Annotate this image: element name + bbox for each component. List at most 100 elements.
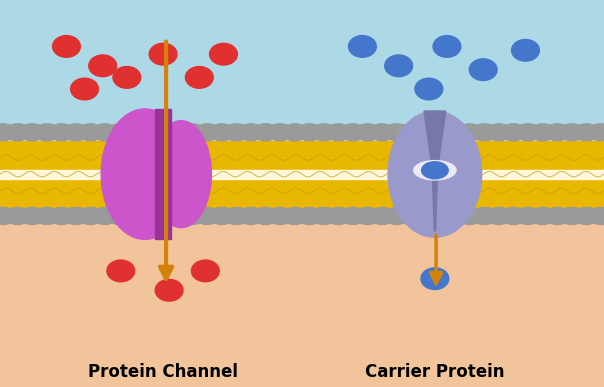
Circle shape [165,124,191,141]
Circle shape [486,207,512,224]
Circle shape [500,124,527,141]
Ellipse shape [71,78,98,100]
Circle shape [267,207,294,224]
Circle shape [588,207,604,224]
Circle shape [281,207,308,224]
Ellipse shape [89,55,117,77]
Ellipse shape [53,36,80,57]
Circle shape [413,124,439,141]
Circle shape [457,207,483,224]
Circle shape [63,207,89,224]
Circle shape [194,207,220,224]
Circle shape [515,124,541,141]
Circle shape [486,124,512,141]
Circle shape [544,207,571,224]
Circle shape [471,124,498,141]
Circle shape [427,124,454,141]
Circle shape [340,207,367,224]
Ellipse shape [210,43,237,65]
Circle shape [92,124,118,141]
Circle shape [529,207,556,224]
Ellipse shape [415,78,443,100]
Ellipse shape [349,36,376,57]
Circle shape [77,207,104,224]
Circle shape [325,124,352,141]
Circle shape [135,124,162,141]
Circle shape [369,207,396,224]
Circle shape [529,124,556,141]
Circle shape [296,124,323,141]
Circle shape [208,124,235,141]
Ellipse shape [185,67,213,88]
Circle shape [340,124,367,141]
Circle shape [442,124,469,141]
Text: Carrier Protein: Carrier Protein [365,363,504,380]
Circle shape [208,207,235,224]
Ellipse shape [101,109,188,239]
Circle shape [457,124,483,141]
Circle shape [471,207,498,224]
Ellipse shape [151,121,211,228]
Circle shape [355,124,381,141]
Circle shape [77,124,104,141]
Ellipse shape [421,268,449,289]
Circle shape [369,124,396,141]
Circle shape [252,124,279,141]
Circle shape [559,207,585,224]
Circle shape [237,124,264,141]
Circle shape [355,207,381,224]
Ellipse shape [113,67,141,88]
Circle shape [398,124,425,141]
Circle shape [500,207,527,224]
Circle shape [573,124,600,141]
Text: Protein Channel: Protein Channel [88,363,238,380]
Ellipse shape [155,279,183,301]
Circle shape [92,207,118,224]
Ellipse shape [388,111,482,237]
Circle shape [4,124,31,141]
Circle shape [194,124,220,141]
Circle shape [19,124,45,141]
Polygon shape [432,178,437,231]
Circle shape [310,207,337,224]
Circle shape [0,207,16,224]
Circle shape [252,207,279,224]
Circle shape [135,207,162,224]
Circle shape [121,124,147,141]
Circle shape [544,124,571,141]
Circle shape [48,124,75,141]
Circle shape [413,207,439,224]
Circle shape [150,124,177,141]
Circle shape [267,124,294,141]
Circle shape [310,124,337,141]
Ellipse shape [512,39,539,61]
Circle shape [398,207,425,224]
Ellipse shape [414,161,456,180]
Circle shape [179,207,206,224]
Bar [0,170,604,179]
Ellipse shape [385,55,413,77]
Bar [155,109,171,239]
Polygon shape [424,111,446,170]
Ellipse shape [191,260,219,282]
Circle shape [384,124,410,141]
Circle shape [588,124,604,141]
Circle shape [33,124,60,141]
Circle shape [106,207,133,224]
Circle shape [33,207,60,224]
Circle shape [237,207,264,224]
Circle shape [573,207,600,224]
Circle shape [179,124,206,141]
Circle shape [19,207,45,224]
Circle shape [0,124,16,141]
Circle shape [121,207,147,224]
Circle shape [223,207,249,224]
Circle shape [442,207,469,224]
Circle shape [296,207,323,224]
Circle shape [48,207,75,224]
Ellipse shape [107,260,135,282]
Circle shape [559,124,585,141]
Circle shape [281,124,308,141]
Circle shape [150,207,177,224]
Ellipse shape [433,36,461,57]
